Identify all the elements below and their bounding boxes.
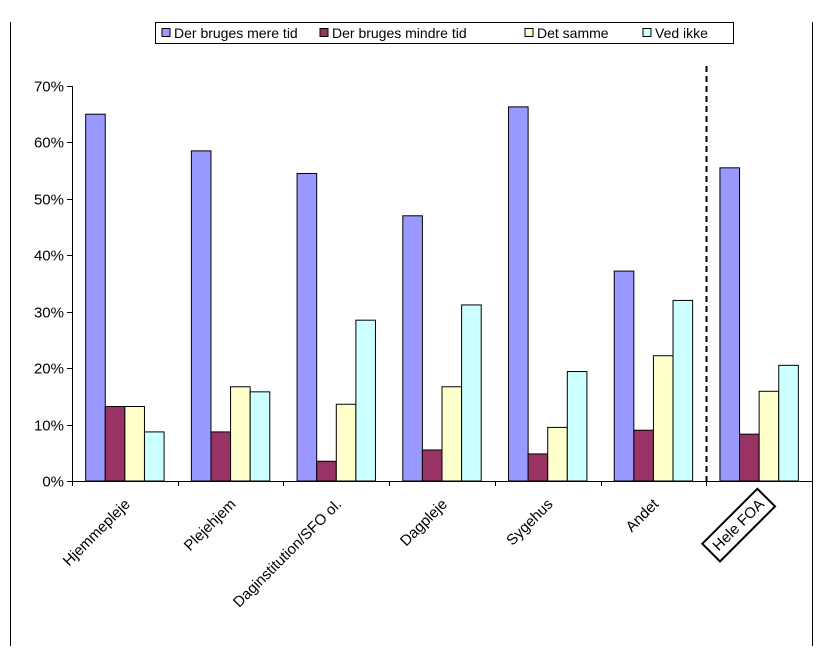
bar-daginstitution-sfo-ol-ved-ikke [355, 319, 376, 482]
bar-plejehjem-det-samme [230, 386, 251, 482]
y-tick-label: 30% [34, 305, 64, 322]
y-tick-label: 70% [34, 79, 64, 96]
legend-swatch-ved-ikke [642, 28, 652, 37]
x-tick-label-box [700, 487, 777, 563]
legend-box [155, 22, 734, 44]
y-tick-label: 40% [34, 248, 64, 265]
bar-hele-foa-det-samme [758, 390, 780, 482]
axes: 0% 10% 20% 30% 40% 50% 60% 70% [34, 66, 813, 491]
bar-hjemmepleje-der-bruges-mere-tid [85, 113, 106, 482]
y-tick-label: 20% [34, 361, 64, 378]
legend-swatch-der-bruges-mindre-tid [319, 28, 329, 37]
bar-hjemmepleje-det-samme [124, 406, 145, 482]
bar-plejehjem-ved-ikke [249, 391, 271, 482]
bar-sygehus-det-samme [547, 426, 568, 482]
bar-plejehjem-der-bruges-mere-tid [190, 150, 212, 482]
y-tick-label: 10% [34, 418, 64, 435]
legend: Der bruges mere tid Der bruges mindre tid… [155, 22, 734, 44]
legend-swatch-der-bruges-mere-tid [161, 28, 171, 37]
y-tick-label: 0% [42, 474, 64, 491]
legend-label-ved-ikke: Ved ikke [655, 25, 708, 41]
bar-dagpleje-der-bruges-mindre-tid [421, 449, 443, 482]
legend-label-det-samme: Det samme [537, 25, 609, 41]
legend-label-der-bruges-mere-tid: Der bruges mere tid [174, 25, 298, 41]
bar-andet-der-bruges-mindre-tid [633, 429, 654, 482]
bar-andet-der-bruges-mere-tid [613, 270, 635, 482]
bar-daginstitution-sfo-ol-det-samme [335, 403, 357, 482]
bar-hele-foa-ved-ikke [778, 364, 799, 482]
bar-sygehus-der-bruges-mere-tid [508, 106, 529, 482]
bar-hele-foa-der-bruges-mindre-tid [739, 433, 760, 482]
bar-hele-foa-der-bruges-mere-tid [719, 167, 741, 482]
y-tick-label: 60% [34, 135, 64, 152]
bar-plejehjem-der-bruges-mindre-tid [210, 431, 232, 482]
bar-dagpleje-ved-ikke [461, 304, 482, 482]
bar-andet-ved-ikke [672, 299, 694, 482]
bar-daginstitution-sfo-ol-der-bruges-mindre-tid [316, 460, 337, 482]
bar-hjemmepleje-ved-ikke [143, 431, 165, 482]
bar-sygehus-ved-ikke [566, 371, 588, 482]
bar-andet-det-samme [652, 355, 674, 482]
bar-dagpleje-det-samme [441, 386, 463, 482]
bar-daginstitution-sfo-ol-der-bruges-mere-tid [296, 172, 318, 482]
bar-sygehus-der-bruges-mindre-tid [527, 453, 549, 482]
legend-swatch-det-samme [524, 28, 534, 37]
bar-dagpleje-der-bruges-mere-tid [402, 215, 423, 482]
legend-label-der-bruges-mindre-tid: Der bruges mindre tid [332, 25, 467, 41]
bars [85, 106, 799, 482]
y-tick-label: 50% [34, 192, 64, 209]
bar-hjemmepleje-der-bruges-mindre-tid [104, 406, 126, 482]
